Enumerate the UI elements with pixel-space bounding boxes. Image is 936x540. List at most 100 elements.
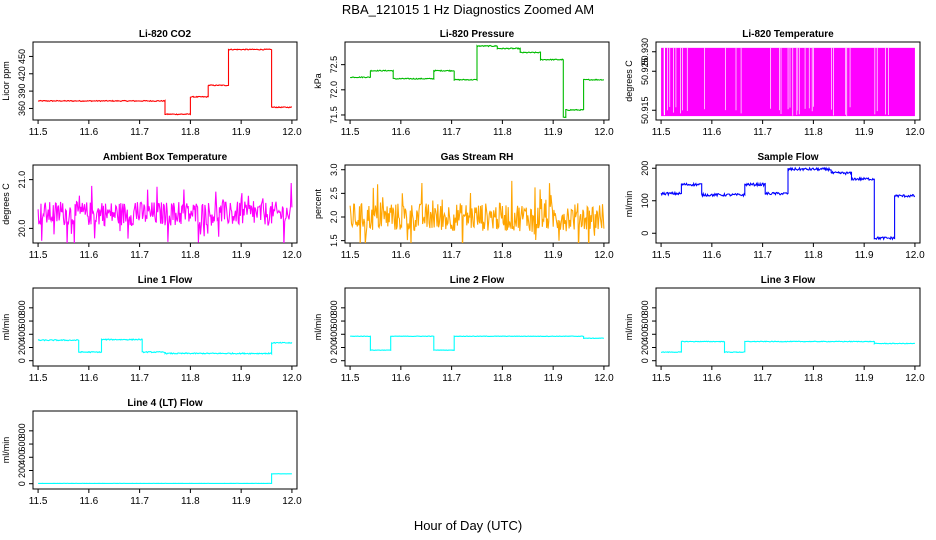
y-tick-label: 3.0 (329, 163, 339, 176)
x-tick-label: 11.7 (130, 373, 149, 384)
plot-frame (344, 164, 610, 244)
x-tick-label: 12.0 (594, 373, 614, 384)
plot-frame (655, 164, 921, 244)
x-tick-label: 12.0 (905, 373, 925, 384)
y-tick-label: 200 (17, 340, 27, 355)
series-line (350, 44, 605, 119)
x-tick-label: 11.8 (804, 250, 823, 261)
x-tick-label: 11.6 (391, 127, 410, 138)
plot-frame (344, 287, 610, 367)
panel-title: Line 3 Flow (761, 275, 816, 286)
x-tick-label: 11.9 (544, 373, 563, 384)
y-tick-label: 72.0 (329, 81, 339, 99)
y-axis-label: ml/min (1, 437, 11, 464)
y-tick-label: 800 (17, 423, 27, 438)
series-line (37, 182, 293, 243)
y-tick-label: 50.915 (640, 96, 650, 124)
y-axis-label: percent (313, 188, 323, 219)
x-tick-label: 11.9 (544, 127, 563, 138)
y-tick-label: 200 (640, 340, 650, 355)
x-tick-label: 11.8 (181, 373, 200, 384)
x-tick-label: 11.7 (130, 250, 149, 261)
panel-title: Li-820 Pressure (440, 29, 515, 40)
x-tick-label: 11.5 (652, 250, 671, 261)
chart-panel: Ambient Box Temperature degrees C 11.5 11.6… (1, 152, 302, 261)
x-tick-label: 11.9 (544, 250, 563, 261)
x-tick-label: 11.5 (341, 373, 360, 384)
x-tick-label: 11.8 (804, 373, 823, 384)
series-line (37, 338, 293, 356)
y-tick-label: 600 (17, 437, 27, 452)
plot-frame (32, 410, 298, 490)
chart-panel: Sample Flow ml/min 11.5 11.6 11.7 11.8 11.9 12.… (624, 152, 925, 261)
x-tick-label: 11.8 (493, 250, 512, 261)
x-tick-label: 11.7 (753, 250, 772, 261)
y-tick-label: 400 (17, 327, 27, 342)
panel-title: Ambient Box Temperature (103, 152, 228, 163)
chart-panel: Line 3 Flow ml/min 11.5 11.6 11.7 11.8 11.9 12.… (624, 275, 925, 384)
x-tick-label: 11.8 (181, 127, 200, 138)
x-tick-label: 11.7 (130, 127, 149, 138)
x-tick-label: 11.6 (702, 373, 721, 384)
x-tick-label: 11.5 (29, 250, 48, 261)
x-tick-label: 11.8 (493, 127, 512, 138)
y-tick-label: 600 (329, 314, 339, 329)
y-tick-label: 390 (17, 84, 27, 99)
plot-frame (655, 287, 921, 367)
y-tick-label: 50.925 (640, 57, 650, 85)
x-tick-label: 11.9 (232, 127, 251, 138)
x-tick-label: 11.6 (79, 496, 98, 507)
x-tick-label: 11.9 (232, 496, 251, 507)
panel-title: Line 4 (LT) Flow (127, 398, 203, 409)
panel-title: Li-820 Temperature (742, 29, 834, 40)
y-tick-label: 200 (17, 463, 27, 478)
x-tick-label: 12.0 (905, 127, 925, 138)
x-tick-label: 11.6 (702, 127, 721, 138)
x-tick-label: 11.6 (79, 373, 98, 384)
x-tick-label: 11.7 (442, 127, 461, 138)
x-tick-label: 11.5 (29, 127, 48, 138)
x-tick-label: 11.5 (652, 373, 671, 384)
y-tick-label: 0 (640, 358, 650, 363)
chart-panel: Line 4 (LT) Flow ml/min 11.5 11.6 11.7 11.8 11… (1, 398, 302, 507)
x-tick-label: 11.5 (29, 373, 48, 384)
y-tick-label: 450 (17, 49, 27, 64)
panel-title: Line 1 Flow (138, 275, 193, 286)
series-line (660, 166, 916, 241)
chart-panel: Li-820 Temperature degrees C 11.5 11.6 11.7 1… (624, 29, 925, 138)
x-tick-label: 11.5 (341, 127, 360, 138)
y-tick-label: 0 (329, 358, 339, 363)
y-tick-label: 0 (17, 481, 27, 486)
panel-title: Line 2 Flow (450, 275, 505, 286)
y-axis-label: degrees C (624, 60, 634, 102)
x-tick-label: 11.7 (442, 373, 461, 384)
y-tick-label: 200 (640, 161, 650, 176)
y-tick-label: 71.5 (329, 106, 339, 124)
x-tick-label: 11.7 (442, 250, 461, 261)
plot-frame (655, 41, 921, 121)
series-temperature (661, 47, 915, 117)
x-tick-label: 11.8 (804, 127, 823, 138)
x-tick-label: 11.6 (79, 250, 98, 261)
y-axis-label: ml/min (624, 191, 634, 218)
x-tick-label: 11.6 (391, 250, 410, 261)
x-tick-label: 12.0 (594, 250, 614, 261)
y-tick-label: 400 (17, 450, 27, 465)
series-line (38, 473, 292, 484)
panel-title: Gas Stream RH (441, 152, 514, 163)
y-tick-label: 200 (329, 340, 339, 355)
x-tick-label: 12.0 (282, 250, 302, 261)
y-tick-label: 360 (17, 101, 27, 116)
series-line (350, 335, 605, 352)
series-line (349, 180, 605, 243)
x-tick-label: 12.0 (282, 127, 302, 138)
y-tick-label: 2.5 (329, 187, 339, 200)
x-tick-label: 11.6 (702, 250, 721, 261)
x-tick-label: 11.6 (79, 127, 98, 138)
panel-title: Li-820 CO2 (139, 29, 192, 40)
figure-title: RBA_121015 1 Hz Diagnostics Zoomed AM (341, 2, 595, 17)
x-tick-label: 12.0 (905, 250, 925, 261)
chart-panel: Li-820 CO2 Licor ppm 11.5 11.6 11.7 11.8 11.9 1… (1, 29, 302, 138)
x-tick-label: 12.0 (594, 127, 614, 138)
